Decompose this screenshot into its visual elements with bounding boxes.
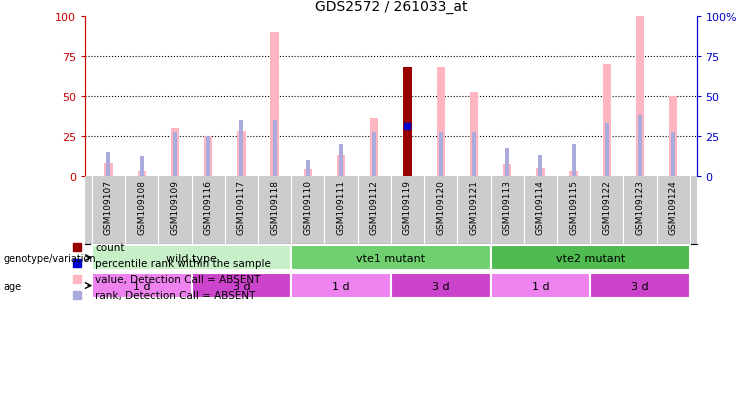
Bar xyxy=(571,144,576,176)
Text: count: count xyxy=(96,242,125,252)
Bar xyxy=(339,144,343,176)
Bar xyxy=(138,171,146,176)
Bar xyxy=(173,133,177,176)
Text: GSM109113: GSM109113 xyxy=(502,180,512,235)
Bar xyxy=(204,136,213,176)
Text: GSM109110: GSM109110 xyxy=(303,180,312,235)
Bar xyxy=(472,133,476,176)
Bar xyxy=(372,133,376,176)
Text: GSM109120: GSM109120 xyxy=(436,180,445,234)
Text: 3 d: 3 d xyxy=(631,281,649,291)
Bar xyxy=(539,155,542,176)
Bar xyxy=(370,119,379,176)
Bar xyxy=(170,128,179,176)
FancyBboxPatch shape xyxy=(191,273,291,299)
Bar xyxy=(470,93,478,176)
Text: GSM109115: GSM109115 xyxy=(569,180,578,235)
Bar xyxy=(439,133,442,176)
Text: genotype/variation: genotype/variation xyxy=(4,253,96,263)
Bar xyxy=(638,116,642,176)
FancyBboxPatch shape xyxy=(291,245,491,271)
FancyBboxPatch shape xyxy=(591,273,690,299)
FancyBboxPatch shape xyxy=(491,245,690,271)
Bar xyxy=(273,120,276,176)
Bar xyxy=(237,131,245,176)
Text: GSM109123: GSM109123 xyxy=(636,180,645,234)
Text: 3 d: 3 d xyxy=(233,281,250,291)
Text: GSM109122: GSM109122 xyxy=(602,180,611,234)
Bar xyxy=(239,120,243,176)
FancyBboxPatch shape xyxy=(92,245,291,271)
Text: GSM109119: GSM109119 xyxy=(403,180,412,235)
Bar xyxy=(304,170,312,176)
Bar xyxy=(503,165,511,176)
Bar xyxy=(602,64,611,176)
FancyBboxPatch shape xyxy=(92,273,191,299)
Bar xyxy=(140,157,144,176)
Text: GSM109121: GSM109121 xyxy=(470,180,479,234)
Bar xyxy=(306,160,310,176)
Bar xyxy=(104,164,113,176)
Text: rank, Detection Call = ABSENT: rank, Detection Call = ABSENT xyxy=(96,291,256,301)
Bar xyxy=(206,136,210,176)
Bar xyxy=(107,152,110,176)
Bar xyxy=(605,123,609,176)
Bar xyxy=(636,17,644,176)
Text: 1 d: 1 d xyxy=(332,281,350,291)
Text: wild type: wild type xyxy=(166,253,217,263)
Text: 3 d: 3 d xyxy=(432,281,450,291)
FancyBboxPatch shape xyxy=(391,273,491,299)
Text: age: age xyxy=(4,281,21,291)
Text: vte1 mutant: vte1 mutant xyxy=(356,253,425,263)
Bar xyxy=(403,68,412,176)
Bar xyxy=(505,149,509,176)
Text: GSM109118: GSM109118 xyxy=(270,180,279,235)
Text: 1 d: 1 d xyxy=(531,281,549,291)
Bar xyxy=(337,155,345,176)
Text: 1 d: 1 d xyxy=(133,281,150,291)
FancyBboxPatch shape xyxy=(291,273,391,299)
Text: GSM109117: GSM109117 xyxy=(237,180,246,235)
Bar xyxy=(671,133,675,176)
Bar xyxy=(270,33,279,176)
Bar xyxy=(569,171,578,176)
Text: vte2 mutant: vte2 mutant xyxy=(556,253,625,263)
Text: GSM109116: GSM109116 xyxy=(204,180,213,235)
Text: value, Detection Call = ABSENT: value, Detection Call = ABSENT xyxy=(96,275,261,285)
Bar xyxy=(669,96,677,176)
Title: GDS2572 / 261033_at: GDS2572 / 261033_at xyxy=(315,0,467,14)
Bar xyxy=(536,168,545,176)
Text: GSM109112: GSM109112 xyxy=(370,180,379,234)
Bar xyxy=(436,68,445,176)
Text: GSM109114: GSM109114 xyxy=(536,180,545,234)
Text: GSM109109: GSM109109 xyxy=(170,180,179,235)
FancyBboxPatch shape xyxy=(491,273,591,299)
Text: GSM109107: GSM109107 xyxy=(104,180,113,235)
Text: percentile rank within the sample: percentile rank within the sample xyxy=(96,258,271,268)
Text: GSM109111: GSM109111 xyxy=(336,180,345,235)
Text: GSM109124: GSM109124 xyxy=(669,180,678,234)
Text: GSM109108: GSM109108 xyxy=(137,180,146,235)
